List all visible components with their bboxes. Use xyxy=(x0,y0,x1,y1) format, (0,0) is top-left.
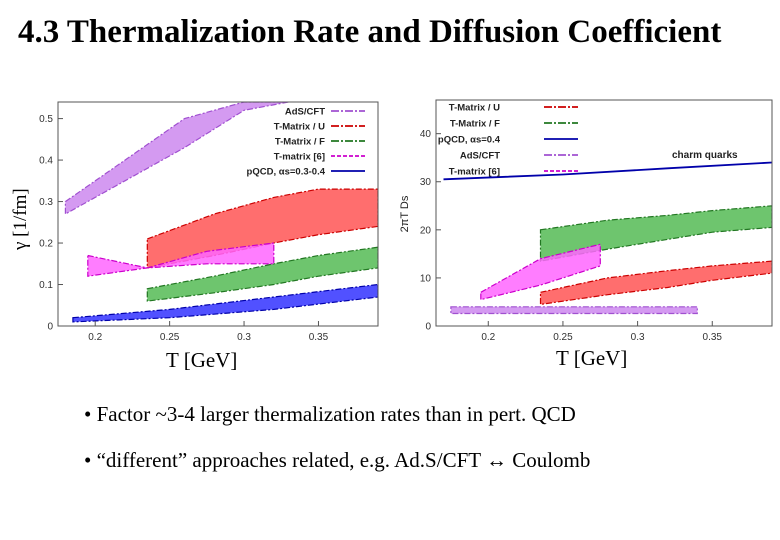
x-tick-label: 0.2 xyxy=(88,332,102,342)
legend-label: pQCD, αs=0.4 xyxy=(438,135,501,146)
bullet-list: • Factor ~3-4 larger thermalization rate… xyxy=(84,402,590,494)
legend-label: T-Matrix / U xyxy=(274,122,325,133)
y-tick-label: 20 xyxy=(420,225,432,236)
band-t-matrix-6 xyxy=(480,243,601,301)
y-tick-label: 0 xyxy=(47,322,53,333)
x-tick-label: 0.25 xyxy=(553,332,573,342)
y-tick-label: 0.2 xyxy=(39,239,53,250)
band-t-matrix-u xyxy=(539,260,772,306)
plot-frame xyxy=(435,99,773,327)
plot-area xyxy=(64,102,378,323)
band-t-matrix-f xyxy=(146,246,378,302)
y-tick-label: 0.5 xyxy=(39,114,53,125)
slide-title: 4.3 Thermalization Rate and Diffusion Co… xyxy=(18,14,722,50)
x-tick-label: 0.25 xyxy=(160,332,180,342)
y-tick-label: 0.4 xyxy=(39,156,53,167)
x-tick-label: 0.3 xyxy=(631,332,645,342)
plot-frame xyxy=(57,101,379,327)
bullet-point: • “different” approaches related, e.g. A… xyxy=(84,448,591,472)
left-x-axis-label: T [GeV] xyxy=(166,348,238,372)
legend-label: T-matrix [6] xyxy=(274,152,325,163)
y-tick-label: 0.3 xyxy=(39,197,53,208)
bullet-point: • Factor ~3-4 larger thermalization rate… xyxy=(84,402,576,426)
legend-label: T-Matrix / U xyxy=(449,103,500,114)
legend-label: T-Matrix / F xyxy=(450,119,500,130)
y-tick-label: 0 xyxy=(425,322,431,333)
legend-label: pQCD, αs=0.3-0.4 xyxy=(247,167,326,178)
x-tick-label: 0.35 xyxy=(309,332,329,342)
y-tick-label: 10 xyxy=(420,273,432,284)
legend-label: T-matrix [6] xyxy=(449,167,500,178)
plot-area xyxy=(443,161,772,315)
legend-label: T-Matrix / F xyxy=(275,137,325,148)
x-tick-label: 0.35 xyxy=(703,332,723,342)
band-ads-cft xyxy=(64,102,289,216)
band-ads-cft xyxy=(450,306,698,315)
y-tick-label: 0.1 xyxy=(39,280,53,291)
x-tick-label: 0.2 xyxy=(481,332,495,342)
line-pqcd-s-0-4 xyxy=(443,161,772,181)
x-tick-label: 0.3 xyxy=(237,332,251,342)
legend-label: AdS/CFT xyxy=(460,151,500,162)
left-y-axis-label: γ [1/fm] xyxy=(10,188,31,250)
right-y-axis-label: 2πT Ds xyxy=(399,195,411,232)
chart-annotation: charm quarks xyxy=(672,150,738,161)
band-pqcd-s-0-3-0-4 xyxy=(72,283,378,323)
legend-label: AdS/CFT xyxy=(285,107,325,118)
diffusion-coefficient-chart: 0.2 0.25 0.3 0.35 0 10 20 30 40 T-Matrix / U T-Mat… xyxy=(396,94,776,342)
y-tick-label: 30 xyxy=(420,177,432,188)
right-x-axis-label: T [GeV] xyxy=(556,346,628,370)
thermalization-rate-chart: 0.2 0.25 0.3 0.35 0 0.1 0.2 0.3 0.4 0.5 AdS/CFT T-M… xyxy=(28,94,380,342)
y-tick-label: 40 xyxy=(420,129,432,140)
band-t-matrix-6 xyxy=(87,242,275,277)
